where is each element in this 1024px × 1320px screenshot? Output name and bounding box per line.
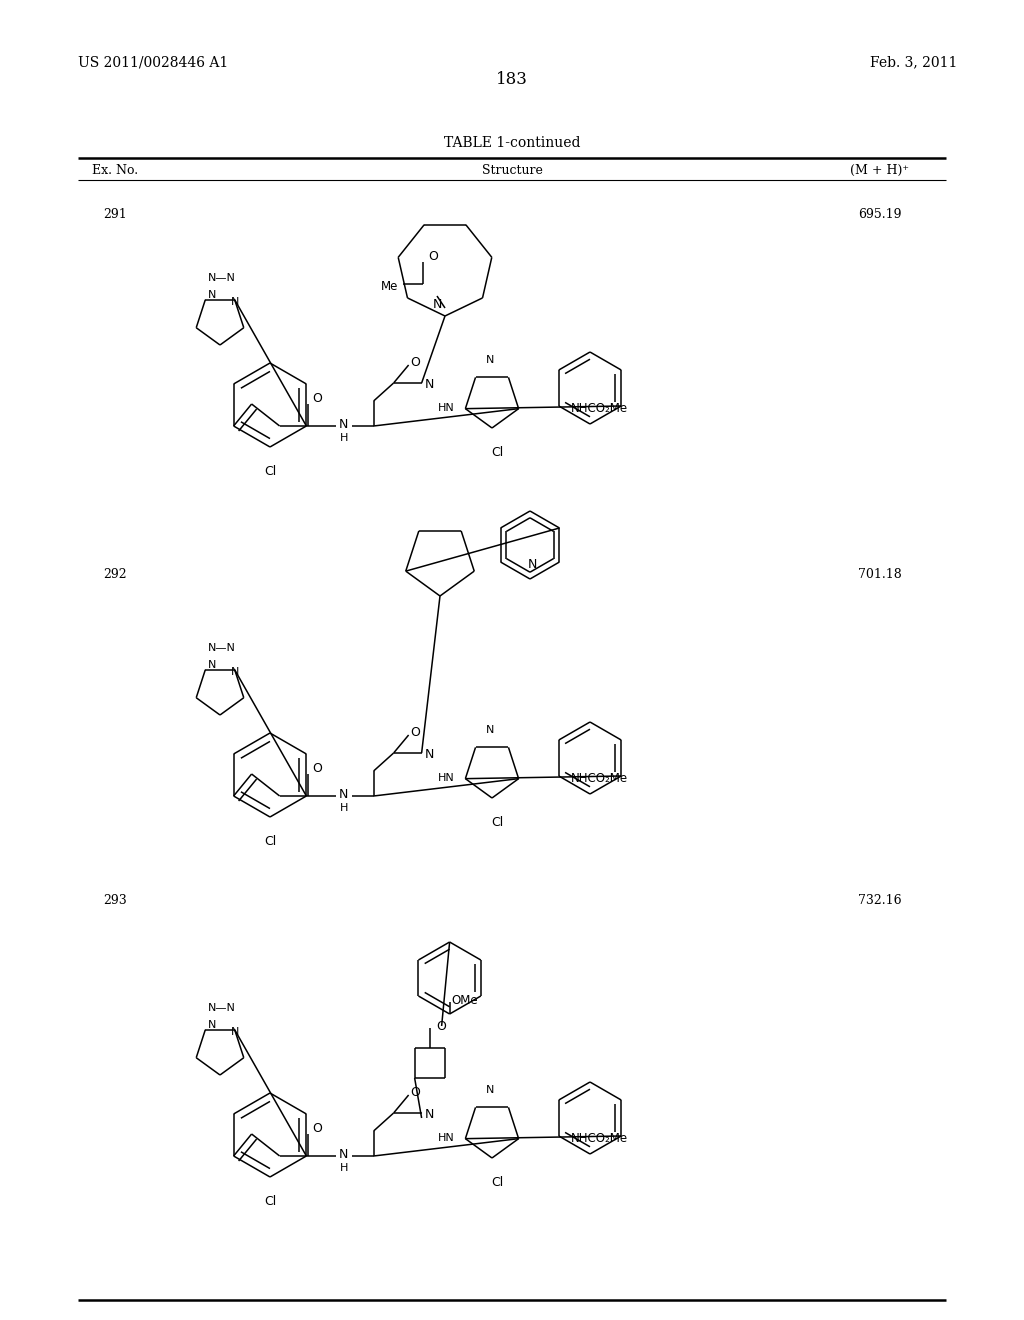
Text: N: N bbox=[425, 1109, 434, 1122]
Text: N: N bbox=[208, 1020, 216, 1030]
Text: O: O bbox=[411, 1086, 421, 1100]
Text: N: N bbox=[432, 297, 441, 310]
Text: O: O bbox=[428, 249, 438, 263]
Text: NHCO₂Me: NHCO₂Me bbox=[570, 1131, 628, 1144]
Text: N: N bbox=[230, 1027, 240, 1038]
Text: O: O bbox=[411, 726, 421, 739]
Text: N—N: N—N bbox=[208, 273, 236, 282]
Text: N—N: N—N bbox=[208, 643, 236, 653]
Text: O: O bbox=[411, 356, 421, 370]
Text: N: N bbox=[339, 417, 348, 430]
Text: Cl: Cl bbox=[264, 1195, 276, 1208]
Text: 293: 293 bbox=[103, 894, 127, 907]
Text: O: O bbox=[312, 1122, 323, 1134]
Text: O: O bbox=[312, 762, 323, 775]
Text: N: N bbox=[485, 1085, 495, 1096]
Text: HN: HN bbox=[437, 1133, 455, 1143]
Text: Cl: Cl bbox=[490, 816, 503, 829]
Text: Me: Me bbox=[381, 280, 398, 293]
Text: N: N bbox=[230, 667, 240, 677]
Text: 292: 292 bbox=[103, 569, 127, 582]
Text: TABLE 1-continued: TABLE 1-continued bbox=[443, 136, 581, 150]
Text: HN: HN bbox=[437, 403, 455, 413]
Text: N: N bbox=[425, 379, 434, 392]
Text: N: N bbox=[485, 355, 495, 366]
Text: Cl: Cl bbox=[490, 1176, 503, 1189]
Text: H: H bbox=[339, 803, 348, 813]
Text: N: N bbox=[485, 725, 495, 735]
Text: 732.16: 732.16 bbox=[858, 894, 902, 907]
Text: N: N bbox=[339, 1147, 348, 1160]
Text: O: O bbox=[436, 1019, 446, 1032]
Text: N: N bbox=[527, 558, 537, 572]
Text: H: H bbox=[339, 433, 348, 444]
Text: Cl: Cl bbox=[490, 446, 503, 459]
Text: (M + H)⁺: (M + H)⁺ bbox=[851, 164, 909, 177]
Text: Cl: Cl bbox=[264, 836, 276, 847]
Text: 695.19: 695.19 bbox=[858, 209, 902, 222]
Text: N—N: N—N bbox=[208, 1003, 236, 1012]
Text: H: H bbox=[339, 1163, 348, 1173]
Text: 291: 291 bbox=[103, 209, 127, 222]
Text: N: N bbox=[230, 297, 240, 308]
Text: 183: 183 bbox=[496, 71, 528, 88]
Text: Structure: Structure bbox=[481, 164, 543, 177]
Text: Feb. 3, 2011: Feb. 3, 2011 bbox=[870, 55, 957, 69]
Text: OMe: OMe bbox=[452, 994, 478, 1006]
Text: 701.18: 701.18 bbox=[858, 569, 902, 582]
Text: N: N bbox=[339, 788, 348, 800]
Text: Ex. No.: Ex. No. bbox=[92, 164, 138, 177]
Text: N: N bbox=[425, 748, 434, 762]
Text: US 2011/0028446 A1: US 2011/0028446 A1 bbox=[78, 55, 228, 69]
Text: N: N bbox=[208, 290, 216, 300]
Text: O: O bbox=[312, 392, 323, 404]
Text: NHCO₂Me: NHCO₂Me bbox=[570, 401, 628, 414]
Text: HN: HN bbox=[437, 774, 455, 783]
Text: N: N bbox=[208, 660, 216, 671]
Text: NHCO₂Me: NHCO₂Me bbox=[570, 771, 628, 784]
Text: Cl: Cl bbox=[264, 465, 276, 478]
